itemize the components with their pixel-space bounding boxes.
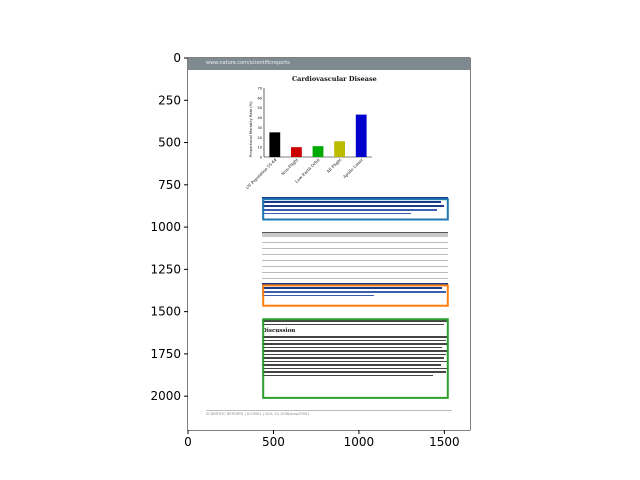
header-url: www.nature.com/scientificreports <box>206 60 290 66</box>
embedded-bar <box>334 141 345 157</box>
figure-title: Cardiovascular Disease <box>292 75 377 83</box>
y-tick-label: 1750 <box>150 347 181 361</box>
y-tick-label: 1500 <box>150 305 181 319</box>
embedded-bar <box>269 132 281 157</box>
table-caption-block <box>262 282 448 302</box>
x-tick-label: 500 <box>262 435 285 449</box>
embedded-bar-chart: 0 10 20 30 40 50 60 70 Proportional Mortality Ra… <box>246 87 372 190</box>
embedded-chart-axes: 0 10 20 30 40 50 60 70 Proportional Mortality Ra… <box>249 87 372 160</box>
embedded-y-tick-label: 40 <box>258 116 262 120</box>
embedded-bar <box>291 147 302 157</box>
y-tick-label: 250 <box>158 93 181 107</box>
data-table <box>262 232 448 293</box>
y-tick-label: 0 <box>173 51 181 65</box>
embedded-bar <box>355 114 367 157</box>
embedded-y-tick-label: 0 <box>260 156 262 160</box>
discussion-heading: Discussion <box>262 328 296 334</box>
embedded-x-tick-label: US Population 55-64 <box>246 157 278 190</box>
y-tick-label: 750 <box>158 178 181 192</box>
embedded-x-tick-label: Non-Flight <box>280 157 299 176</box>
y-tick-label: 1250 <box>150 262 181 276</box>
footer-rule <box>206 410 452 411</box>
header-bar <box>188 58 470 70</box>
embedded-x-tick-label: Apollo Lunar <box>341 157 364 180</box>
x-tick-label: 1000 <box>344 435 375 449</box>
embedded-y-tick-label: 20 <box>258 136 262 140</box>
y-tick-label: 500 <box>158 136 181 150</box>
embedded-y-tick-label: 30 <box>258 126 262 130</box>
body-text-block: Discussion <box>262 318 448 398</box>
y-tick-label: 2000 <box>150 389 181 403</box>
embedded-y-tick-label: 10 <box>258 146 262 150</box>
y-tick-label: 1000 <box>150 220 181 234</box>
embedded-y-axis-label: Proportional Mortality Rate (%) <box>249 101 253 157</box>
axis-ticks: 0 500 1000 15000250500750100012501500175020… <box>150 51 459 449</box>
embedded-chart-bars <box>269 114 367 157</box>
x-tick-label: 1500 <box>429 435 460 449</box>
embedded-x-tick-label: All Flight <box>325 157 343 175</box>
page-footer: SCIENTIFIC REPORTS | 6:29901 | DOI: 10.1… <box>206 412 310 416</box>
embedded-y-tick-label: 50 <box>258 106 262 110</box>
figure-caption-block <box>262 196 448 218</box>
document-page: www.nature.com/scientificreports Cardiov… <box>188 58 470 430</box>
embedded-y-tick-label: 70 <box>258 87 262 91</box>
embedded-bar <box>312 146 324 157</box>
x-tick-label: 0 <box>184 435 192 449</box>
embedded-y-tick-label: 60 <box>258 96 262 100</box>
